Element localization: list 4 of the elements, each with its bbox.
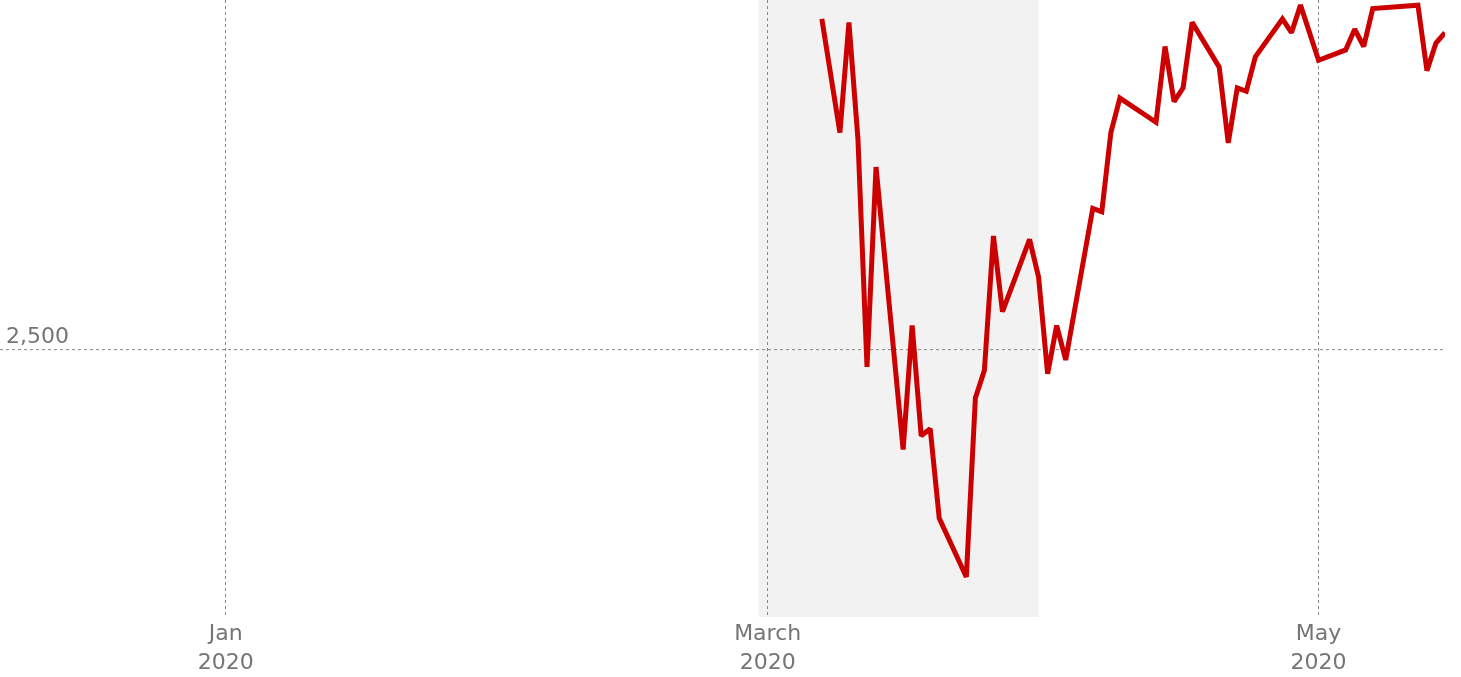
annotation: 2,500 — [6, 323, 69, 348]
x-tick-label: May 2020 — [1290, 620, 1347, 674]
x-tick-label: March 2020 — [734, 620, 802, 674]
x-tick-label: Jan 2020 — [197, 620, 254, 674]
